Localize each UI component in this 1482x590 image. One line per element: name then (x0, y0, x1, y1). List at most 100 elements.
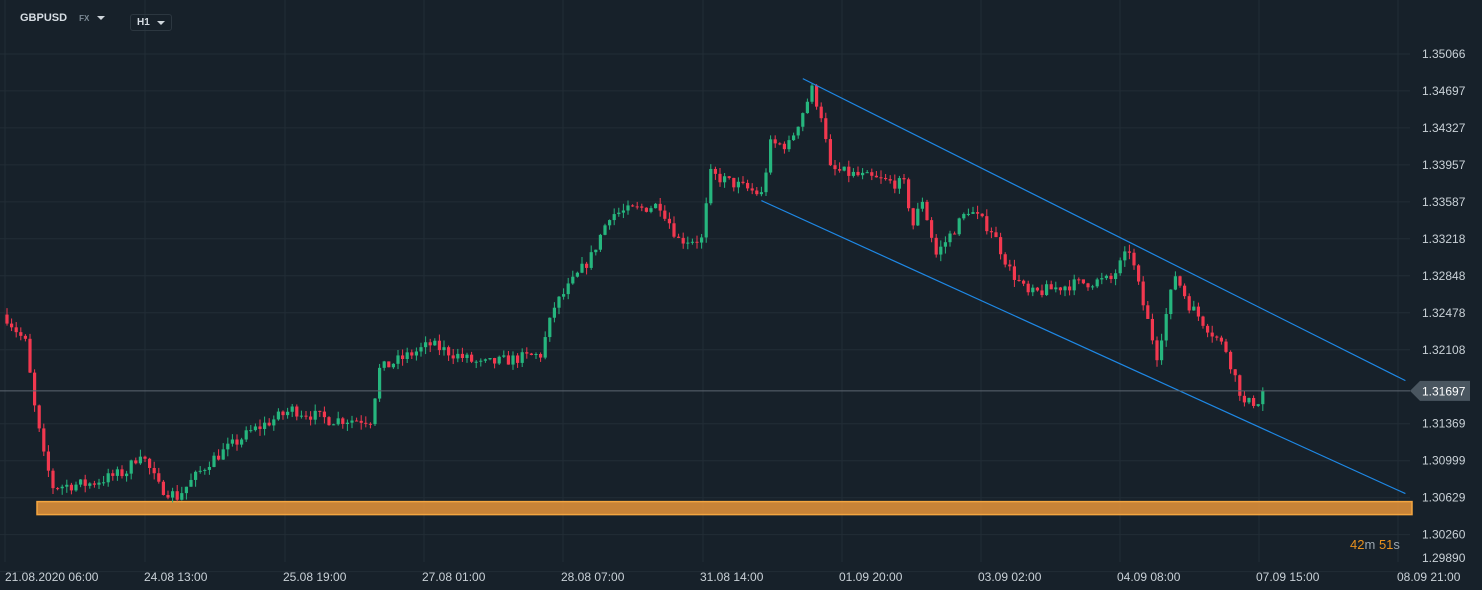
candle-body (1081, 279, 1085, 284)
candle-body (994, 232, 998, 238)
candle-body (851, 171, 855, 176)
candle-body (787, 140, 791, 150)
candle-body (253, 426, 257, 431)
candle-body (957, 218, 961, 235)
candle-body (759, 192, 763, 195)
candle-body (1210, 332, 1214, 337)
candle-body (364, 422, 368, 424)
candle-body (120, 469, 124, 477)
candle-body (893, 180, 897, 189)
candle-body (433, 340, 437, 346)
candle-body (842, 166, 846, 171)
candle-body (23, 335, 27, 339)
candle-body (838, 169, 842, 171)
candle-body (419, 347, 423, 352)
candle-body (1187, 296, 1191, 311)
candle-body (916, 208, 920, 226)
candle-body (451, 355, 455, 359)
candle-body (447, 347, 451, 356)
candle-body (180, 493, 184, 500)
candle-body (1132, 252, 1136, 266)
candle-body (1058, 287, 1062, 291)
candle-body (304, 415, 308, 417)
candle-body (1219, 337, 1223, 342)
candle-body (1196, 306, 1200, 317)
candle-body (19, 332, 23, 336)
candle-body (336, 418, 340, 425)
candle-body (488, 358, 492, 360)
candle-body (709, 168, 713, 204)
candle-body (382, 361, 386, 368)
candle-body (907, 179, 911, 209)
candle-body (511, 355, 515, 365)
candle-body (143, 456, 147, 459)
candle-body (925, 201, 929, 221)
candle-body (198, 470, 202, 472)
candle-body (79, 479, 83, 485)
candle-body (212, 455, 216, 467)
candle-body (548, 317, 552, 338)
candle-body (667, 218, 671, 224)
candle-body (654, 203, 658, 209)
candle-body (493, 358, 497, 364)
timeframe-selector[interactable]: H1 (130, 14, 172, 31)
candle-body (681, 237, 685, 244)
timer-seconds: 51 (1378, 537, 1394, 552)
candle-body (368, 423, 372, 425)
candle-body (125, 473, 129, 477)
candle-body (1104, 275, 1108, 279)
candle-body (727, 176, 731, 178)
candle-body (562, 294, 566, 297)
symbol-selector[interactable]: GBPUSD FX (20, 12, 106, 24)
x-tick-label: 31.08 14:00 (700, 570, 764, 584)
candle-body (69, 484, 73, 491)
candle-body (856, 171, 860, 176)
candle-body (557, 296, 561, 308)
candle-body (796, 126, 800, 136)
y-tick-label: 1.33218 (1422, 232, 1466, 246)
candle-body (1072, 279, 1076, 291)
candle-body (396, 355, 400, 364)
candle-body (585, 263, 589, 268)
candle-body (1192, 306, 1196, 311)
candle-body (184, 486, 188, 494)
candle-body (847, 166, 851, 176)
candle-body (930, 220, 934, 238)
candle-body (203, 469, 207, 471)
candle-body (332, 424, 336, 426)
candle-body (217, 455, 221, 460)
market-label: FX (79, 13, 90, 23)
candle-body (1118, 260, 1122, 274)
candle-body (1173, 276, 1177, 290)
x-tick-label: 28.08 07:00 (561, 570, 625, 584)
candle-body (290, 406, 294, 412)
y-tick-label: 1.32848 (1422, 269, 1466, 283)
candle-body (355, 420, 359, 422)
candle-body (861, 172, 865, 176)
candle-body (516, 355, 520, 363)
candle-body (635, 206, 639, 208)
candle-body (391, 363, 395, 368)
y-tick-label: 1.33957 (1422, 158, 1466, 172)
candle-body (322, 411, 326, 418)
candle-body (460, 353, 464, 359)
x-tick-label: 25.08 19:00 (283, 570, 347, 584)
current-price-label: 1.31697 (1422, 384, 1466, 398)
candle-body (1146, 305, 1150, 319)
candle-body (920, 201, 924, 209)
channel-lower-line (761, 200, 1406, 495)
candle-body (1123, 251, 1127, 261)
candle-body (732, 177, 736, 188)
candle-body (773, 139, 777, 144)
candle-body (626, 205, 630, 211)
candle-body (934, 237, 938, 255)
candle-body (1054, 287, 1058, 290)
candle-body (833, 165, 837, 170)
candle-body (401, 355, 405, 359)
candle-body (10, 323, 14, 328)
candle-body (456, 353, 460, 359)
candle-body (313, 410, 317, 420)
candle-body (60, 486, 64, 489)
candle-body (414, 351, 418, 356)
